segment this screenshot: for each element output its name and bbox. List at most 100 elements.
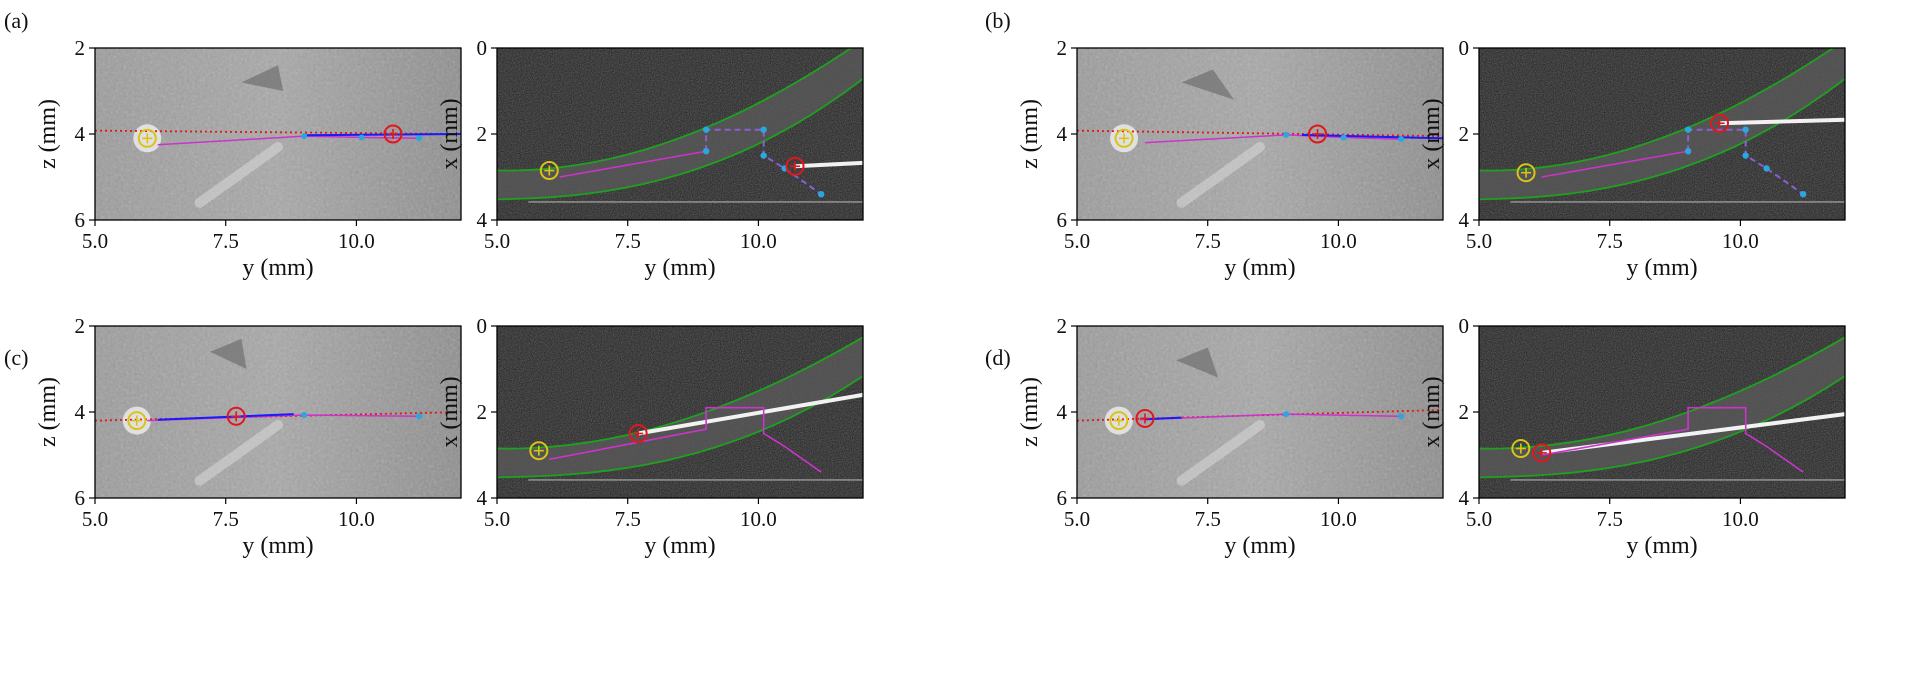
x-tick-label-0: 5.0	[1466, 507, 1492, 531]
y-tick-label-1: 2	[477, 400, 488, 424]
plot-area	[95, 48, 461, 220]
x-tick-label-1: 7.5	[213, 229, 239, 253]
tip-marker	[1710, 113, 1730, 133]
route-node-1	[1340, 134, 1347, 141]
route-node-0	[301, 133, 308, 140]
route-node-3	[1742, 152, 1749, 159]
speckle-texture	[95, 326, 461, 498]
target-marker	[137, 128, 157, 148]
y-tick-label-2: 6	[75, 208, 86, 232]
x-tick-label-1: 7.5	[1195, 229, 1221, 253]
tip-marker-ring	[1308, 124, 1328, 144]
dark-region	[210, 338, 247, 369]
subplot-2: 5.0 7.5 10.0 0 2 4 y (mm) x (mm)	[437, 36, 864, 281]
tip-marker	[628, 424, 648, 443]
y-tick-label-2: 4	[1459, 208, 1470, 232]
target-marker-ring	[137, 128, 157, 148]
y-tick-label-0: 0	[1459, 36, 1470, 60]
route-dashed	[705, 128, 822, 196]
target-marker	[529, 441, 549, 461]
route-node-4	[1763, 165, 1770, 172]
centerline	[95, 129, 461, 135]
route-node-0	[301, 412, 308, 419]
dark-region	[1176, 347, 1219, 378]
y-tick-label-0: 2	[75, 36, 86, 60]
route-node-0	[1684, 148, 1692, 155]
y-axis-label: z (mm)	[35, 99, 61, 169]
dark-region	[1181, 69, 1234, 100]
x-axis-label: y (mm)	[242, 255, 313, 281]
tip-marker-ring	[1710, 113, 1730, 133]
inner-boundary	[1479, 336, 1845, 450]
tip-marker	[1135, 408, 1155, 428]
x-tick-label-0: 5.0	[82, 507, 108, 531]
tip-marker-ring	[1135, 408, 1155, 428]
route-node-0	[1283, 131, 1290, 138]
subplot-4: 5.0 7.5 10.0 0 2 4 y (mm) x (mm)	[1419, 36, 1846, 281]
x-tick-label-0: 5.0	[1064, 507, 1090, 531]
x-axis-label: y (mm)	[242, 533, 313, 559]
y-tick-label-1: 2	[477, 122, 488, 146]
route-node-2	[760, 126, 767, 133]
y-tick-label-1: 4	[1057, 400, 1068, 424]
tip-marker	[1532, 443, 1552, 463]
route-node-5	[817, 191, 825, 198]
plot-area	[1077, 326, 1443, 498]
planned-path	[157, 135, 420, 146]
bright-streak	[194, 419, 283, 486]
tip-marker-ring	[628, 424, 648, 443]
bright-streak	[194, 141, 283, 208]
needle-trace	[304, 133, 461, 137]
subplot-6: 5.0 7.5 10.0 0 2 4 y (mm) x (mm)	[437, 314, 864, 559]
needle-shaft	[637, 392, 863, 436]
route-node-5	[1799, 191, 1807, 198]
route-node-2	[416, 135, 423, 142]
y-tick-label-0: 0	[477, 314, 488, 338]
x-tick-label-1: 7.5	[1597, 507, 1623, 531]
target-marker	[1511, 439, 1531, 459]
target-marker-ring	[1109, 411, 1129, 431]
target-marker-ring	[127, 411, 147, 431]
tip-marker	[226, 406, 246, 426]
x-tick-label-0: 5.0	[82, 229, 108, 253]
subplot-3: 5.0 7.5 10.0 2 4 6 y (mm) z (mm)	[1017, 36, 1444, 281]
tip-marker-ring	[1532, 443, 1552, 463]
route-node-1	[1684, 126, 1692, 133]
target-marker	[539, 161, 559, 181]
plot-area	[1479, 326, 1845, 498]
x-axis-label: y (mm)	[644, 533, 715, 559]
target-marker-ring	[1516, 163, 1536, 183]
x-tick-label-1: 7.5	[615, 507, 641, 531]
y-axis-label: z (mm)	[1017, 99, 1043, 169]
needle-shaft	[1719, 117, 1845, 126]
tissue-layer	[497, 48, 863, 200]
route-node-3	[760, 152, 767, 159]
outer-boundary	[497, 375, 863, 479]
x-tick-label-2: 10.0	[740, 229, 777, 253]
x-tick-label-0: 5.0	[1064, 229, 1090, 253]
panel-label-b: (b)	[985, 8, 1011, 33]
subplot-7: 5.0 7.5 10.0 2 4 6 y (mm) z (mm)	[1017, 314, 1444, 559]
x-tick-label-0: 5.0	[484, 229, 510, 253]
x-tick-label-2: 10.0	[1722, 507, 1759, 531]
y-axis-label: x (mm)	[1419, 376, 1445, 447]
needle-trace	[1144, 416, 1182, 421]
route-dashed	[1687, 128, 1804, 196]
x-tick-label-2: 10.0	[1320, 229, 1357, 253]
target-marker-ring	[1511, 439, 1531, 459]
subplot-8: 5.0 7.5 10.0 0 2 4 y (mm) x (mm)	[1419, 314, 1846, 559]
y-tick-label-2: 4	[1459, 486, 1470, 510]
bright-streak	[1176, 419, 1265, 486]
y-tick-label-0: 0	[1459, 314, 1470, 338]
target-marker	[1109, 411, 1129, 431]
needle-shaft	[794, 160, 863, 169]
target-marker	[1114, 128, 1134, 148]
plot-area	[497, 48, 863, 220]
tip-marker	[785, 156, 805, 176]
centerline	[95, 411, 461, 422]
bright-streak	[1176, 141, 1265, 208]
x-tick-label-2: 10.0	[338, 229, 375, 253]
x-tick-label-1: 7.5	[213, 507, 239, 531]
plot-area	[95, 326, 461, 498]
